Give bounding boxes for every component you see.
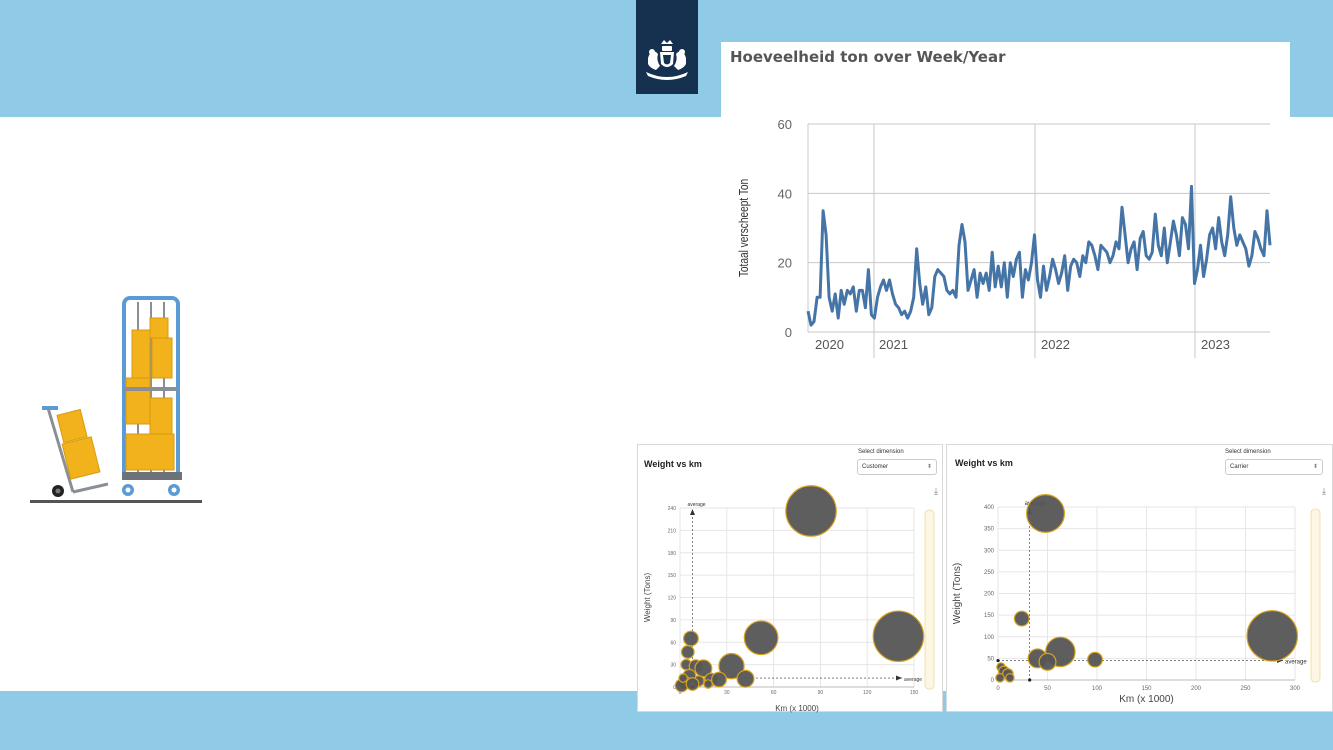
x-tick-label: 2022: [1041, 337, 1070, 352]
y-tick-label: 40: [778, 186, 792, 201]
x-axis-label: Km (x 1000): [1119, 694, 1173, 705]
x-tick-label: 150: [1141, 686, 1152, 692]
y-tick-label: 0: [673, 685, 676, 691]
bubble-panel-carrier: Weight vs km Select dimension Carrier ⬍ …: [946, 444, 1333, 712]
bubble-point: [743, 620, 779, 656]
bubble-point: [872, 610, 925, 663]
x-tick-label: 250: [1240, 686, 1251, 692]
y-tick-label: 200: [984, 592, 995, 598]
dimension-select[interactable]: Carrier ⬍: [1225, 459, 1323, 475]
bubble-chart-title: Weight vs km: [955, 458, 1013, 468]
bubble-point: [1087, 651, 1103, 668]
bubble-point: [785, 485, 837, 537]
y-tick-label: 100: [984, 635, 995, 641]
y-tick-label: 0: [785, 325, 792, 340]
bubble-point: [678, 673, 688, 683]
x-tick-label: 2020: [815, 337, 844, 352]
average-arrow-up: [689, 509, 695, 515]
bubble-point: [1246, 610, 1299, 662]
bubble-chart-customer: 0 30 60 90 120 150 180 210 240 0 30 60 90 120 150 Km (x…: [643, 485, 935, 713]
select-dimension-label: Select dimension: [1225, 449, 1271, 455]
bubble-point: [736, 669, 755, 688]
y-tick-label: 240: [668, 506, 677, 512]
x-axis-label: Km (x 1000): [775, 704, 819, 713]
bubble-point: [703, 679, 713, 689]
y-tick-label: 210: [668, 528, 677, 534]
dimension-select-value: Customer: [862, 464, 889, 470]
average-label: average: [904, 677, 922, 683]
bubble-point: [1038, 652, 1057, 671]
size-legend: [924, 509, 935, 690]
y-tick-label: 50: [987, 656, 994, 662]
dimension-select-value: Carrier: [1230, 464, 1249, 470]
y-tick-label: 400: [984, 505, 995, 511]
bubble-point: [694, 659, 713, 678]
average-arrow-right: [896, 675, 902, 681]
x-tick-label: 150: [910, 690, 919, 696]
y-tick-label: 20: [778, 256, 792, 271]
bubble-point: [1005, 673, 1015, 683]
y-tick-label: 60: [670, 640, 676, 646]
x-tick-label: 200: [1191, 686, 1202, 692]
y-tick-label: 120: [668, 596, 677, 602]
x-tick-label: 50: [1044, 686, 1051, 692]
bubble-point: [680, 645, 695, 659]
netherlands-coat-of-arms-icon: [646, 40, 688, 80]
x-tick-label: 30: [724, 690, 730, 696]
average-marker: [1028, 678, 1032, 682]
bubble-point: [995, 673, 1005, 683]
y-tick-label: 90: [670, 618, 676, 624]
x-tick-label: 60: [771, 690, 777, 696]
logo-block: [636, 0, 698, 94]
x-tick-label: 120: [863, 690, 872, 696]
y-axis-label: Totaal verscheept Ton: [737, 179, 751, 277]
select-dimension-label: Select dimension: [858, 449, 904, 455]
bubble-point: [685, 677, 700, 691]
download-icon[interactable]: ⤓: [1322, 486, 1326, 496]
bubble-point: [1026, 493, 1066, 533]
x-tick-label: 300: [1290, 686, 1301, 692]
average-label: average: [687, 502, 705, 508]
x-tick-label: 2023: [1201, 337, 1230, 352]
average-marker: [996, 658, 1000, 663]
download-icon[interactable]: ⤓: [934, 486, 938, 496]
average-label: average: [1285, 660, 1307, 666]
bubble-panel-customer: Weight vs km Select dimension Customer ⬍…: [637, 444, 943, 713]
bubble-point: [1013, 610, 1030, 627]
y-axis-label: Weight (Tons): [952, 563, 963, 625]
bubble-point: [682, 630, 699, 647]
dimension-select[interactable]: Customer ⬍: [857, 459, 937, 475]
bubble-point: [718, 652, 745, 680]
x-tick-label: 100: [1092, 686, 1103, 692]
x-tick-label: 90: [818, 690, 824, 696]
small-hand-truck: [42, 406, 109, 497]
y-tick-label: 180: [668, 551, 677, 557]
chevron-updown-icon: ⬍: [1312, 464, 1318, 470]
cart-truck: [122, 296, 182, 496]
line-chart-title: Hoeveelheid ton over Week/Year: [730, 48, 1006, 66]
chevron-updown-icon: ⬍: [926, 464, 932, 470]
bubble-point: [711, 671, 727, 688]
bubble-chart-carrier: 0 50 100 150 200 250 300 350 400 0 50 100 150 200 250 3…: [952, 493, 1321, 705]
y-tick-label: 150: [984, 613, 995, 619]
y-tick-label: 30: [670, 663, 676, 669]
y-axis-label: Weight (Tons): [643, 573, 652, 623]
y-tick-label: 350: [984, 527, 995, 533]
bubble-chart-title: Weight vs km: [644, 459, 702, 469]
y-tick-label: 150: [668, 573, 677, 579]
hand-trucks-with-boxes-illustration: [30, 296, 202, 503]
x-tick-label: 0: [996, 686, 1000, 692]
x-tick-label: 2021: [879, 337, 908, 352]
x-tick-label: 0: [679, 690, 682, 696]
y-tick-label: 60: [778, 117, 792, 132]
y-tick-label: 250: [984, 570, 995, 576]
line-chart: 0 20 40 60 2020 2021 2022 2023 Totaal verscheept…: [737, 117, 1272, 358]
series-line: [806, 184, 1272, 327]
size-legend: [1310, 508, 1321, 683]
y-tick-label: 0: [991, 678, 995, 684]
y-tick-label: 300: [984, 548, 995, 554]
